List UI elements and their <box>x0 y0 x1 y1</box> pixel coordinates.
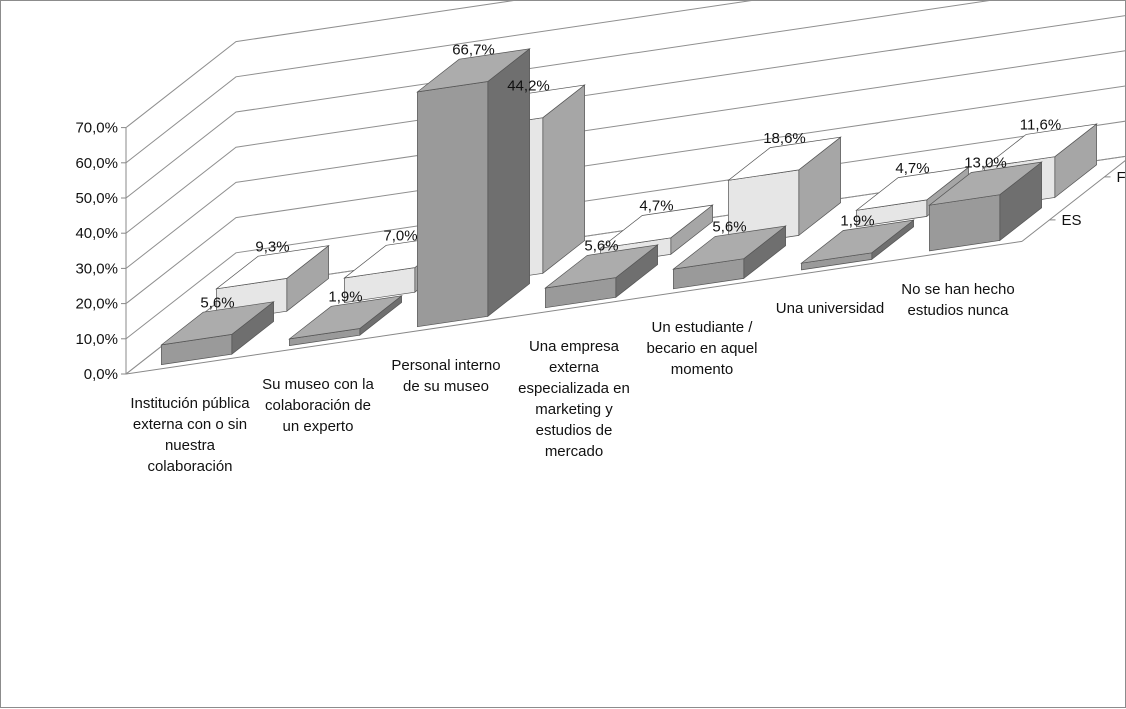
y-tick-label: 60,0% <box>75 155 118 172</box>
data-label-fr: 4,7% <box>895 160 929 177</box>
y-tick-label: 10,0% <box>75 331 118 348</box>
data-label-es: 13,0% <box>964 155 1007 172</box>
data-label-es: 1,9% <box>840 213 874 230</box>
gridline <box>126 1 1126 163</box>
data-label-fr: 9,3% <box>255 238 289 255</box>
data-label-fr: 11,6% <box>1020 117 1061 134</box>
x-tick-label: No se han hecho estudios nunca <box>895 279 1021 321</box>
data-label-fr: 7,0% <box>383 227 417 244</box>
data-label-fr: 4,7% <box>639 198 673 215</box>
data-label-es: 1,9% <box>328 288 362 305</box>
y-tick-label: 40,0% <box>75 225 118 242</box>
x-tick-label: Una universidad <box>767 298 893 319</box>
y-tick-label: 30,0% <box>75 260 118 277</box>
data-label-es: 66,7% <box>452 41 495 58</box>
y-tick-label: 20,0% <box>75 296 118 313</box>
series-label-es: ES <box>1062 212 1082 229</box>
y-tick-label: 70,0% <box>75 120 118 137</box>
gridline <box>126 1 1126 128</box>
data-label-fr: 44,2% <box>507 78 550 95</box>
bar-fr-side <box>543 85 585 273</box>
x-tick-label: Personal interno de su museo <box>383 355 509 397</box>
x-tick-label: Institución pública externa con o sin nu… <box>127 393 253 477</box>
x-tick-label: Un estudiante / becario en aquel momento <box>639 317 765 380</box>
bar-es-front <box>417 82 487 327</box>
data-label-es: 5,6% <box>712 219 746 236</box>
data-label-es: 5,6% <box>200 294 234 311</box>
data-label-fr: 18,6% <box>763 130 806 147</box>
y-tick-label: 0,0% <box>84 366 118 383</box>
series-label-fr: FR <box>1117 169 1126 186</box>
data-label-es: 5,6% <box>584 238 618 255</box>
x-tick-label: Su museo con la colaboración de un exper… <box>255 374 381 437</box>
x-tick-label: Una empresa externa especializada en mar… <box>511 336 637 462</box>
y-tick-label: 50,0% <box>75 190 118 207</box>
